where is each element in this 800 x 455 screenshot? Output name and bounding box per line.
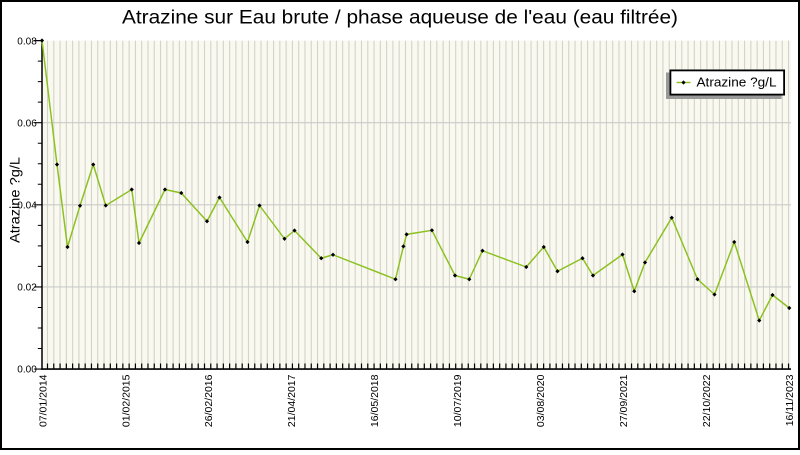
svg-text:01/02/2015: 01/02/2015 [120, 374, 132, 427]
svg-text:03/08/2020: 03/08/2020 [535, 374, 547, 427]
svg-text:10/07/2019: 10/07/2019 [452, 374, 464, 427]
svg-text:Atrazine ?g/L: Atrazine ?g/L [697, 75, 777, 90]
svg-text:0.06: 0.06 [17, 117, 37, 129]
svg-text:Atrazine sur Eau brute / phase: Atrazine sur Eau brute / phase aqueuse d… [122, 8, 678, 29]
svg-text:16/05/2018: 16/05/2018 [369, 374, 381, 427]
svg-text:21/04/2017: 21/04/2017 [286, 374, 298, 427]
svg-text:0.04: 0.04 [17, 200, 37, 212]
svg-text:0.02: 0.02 [17, 282, 37, 294]
svg-text:07/01/2014: 07/01/2014 [37, 374, 49, 427]
svg-text:0.08: 0.08 [17, 35, 37, 47]
svg-text:27/09/2021: 27/09/2021 [618, 374, 630, 427]
svg-text:0.00: 0.00 [17, 364, 37, 376]
svg-text:22/10/2022: 22/10/2022 [701, 374, 713, 427]
svg-text:16/11/2023: 16/11/2023 [784, 374, 796, 426]
svg-text:26/02/2016: 26/02/2016 [203, 374, 215, 427]
svg-text:Atrazine ?g/L: Atrazine ?g/L [7, 157, 23, 243]
